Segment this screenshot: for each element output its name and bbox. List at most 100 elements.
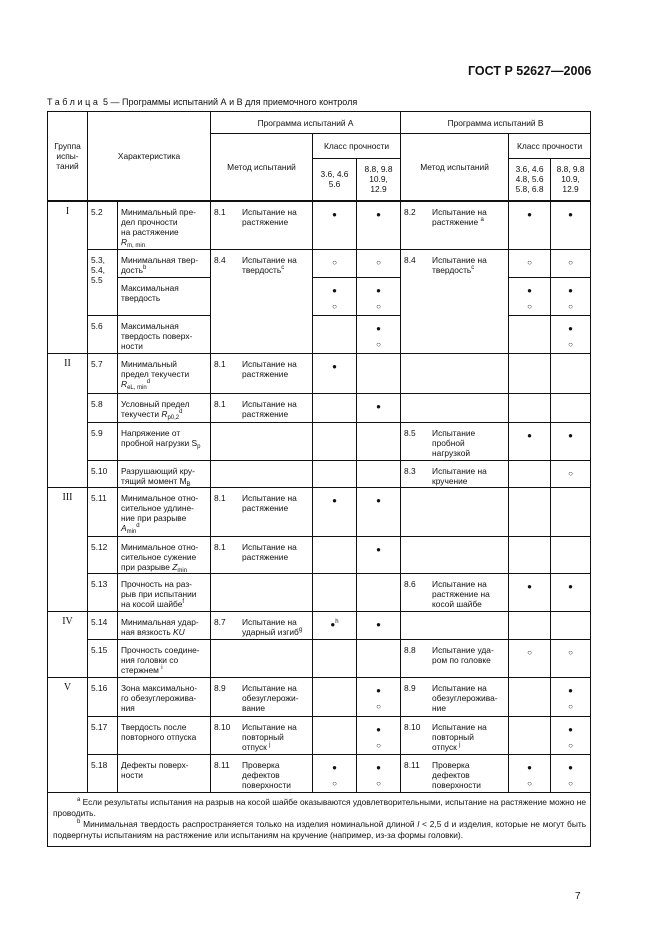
table-row: 5.8 Условный предел текучести Rp0,2d 8.1 Ис…: [48, 393, 592, 423]
filled-dot-mark: ●: [568, 582, 573, 591]
method-name: Испытание на ударный изгибg: [242, 617, 303, 637]
method-a-cell: 8.1 Испытание на растяжение: [210, 393, 314, 423]
method-b-cell: [400, 487, 510, 537]
class-b1-mark: [508, 487, 552, 537]
characteristic-code: 5.7: [87, 353, 118, 394]
filled-dot-mark: ●: [332, 496, 337, 505]
header-program-b: Программа испытаний В: [400, 111, 592, 134]
filled-dot-mark: ●: [376, 209, 381, 219]
characteristic-code: 5.11: [87, 487, 118, 537]
method-a-cell: 8.11 Проверка дефектов поверхности: [210, 754, 314, 793]
class-a2-mark: ● ○: [356, 677, 402, 717]
class-b1-mark: ●: [508, 422, 552, 461]
filled-dot-mark: ●: [332, 763, 337, 772]
filled-dot-mark: ●: [376, 620, 381, 629]
test-programs-table: Группа испы- таний Характеристика Програ…: [46, 111, 592, 847]
class-a1-mark: ●: [312, 487, 358, 537]
method-b-cell: 8.9 Испытание на обезуглерожива- ние: [400, 677, 510, 717]
method-code: 8.10: [214, 722, 231, 732]
class-b1-mark: ○: [508, 639, 552, 678]
class-b1-mark: ○: [508, 249, 552, 278]
class-a2-mark: [356, 460, 402, 488]
page-number: 7: [575, 891, 581, 902]
method-code: 8.9: [404, 683, 416, 693]
filled-dot-mark: ●: [568, 286, 573, 295]
open-circle-mark: ○: [376, 702, 381, 711]
document-code: ГОСТ Р 52627—2006: [468, 64, 592, 78]
open-circle-mark: ○: [527, 302, 532, 311]
open-circle-mark: ○: [568, 340, 573, 349]
method-code: 8.1: [214, 359, 226, 369]
header-group: Группа испы- таний: [47, 111, 88, 202]
method-code: 8.8: [404, 645, 416, 655]
class-a1-mark: [312, 573, 358, 612]
characteristic-code: 5.14: [87, 611, 118, 640]
open-circle-mark: ○: [568, 741, 573, 750]
method-a-cell: 8.9 Испытание на обезуглерожи- вание: [210, 677, 314, 717]
filled-dot-mark: ●: [527, 582, 532, 591]
method-code: 8.7: [214, 617, 226, 627]
characteristic-code: 5.9: [87, 422, 118, 461]
method-b-cell: 8.10 Испытание на повторный отпуск j: [400, 716, 510, 755]
method-code: 8.11: [404, 760, 420, 770]
filled-dot-mark: ●: [376, 402, 381, 411]
class-a1-mark: [312, 716, 358, 755]
filled-dot-mark: ●: [527, 763, 532, 772]
method-a-cell: [210, 460, 314, 488]
characteristic-code: 5.8: [87, 393, 118, 423]
method-code: 8.5: [404, 428, 416, 438]
filled-dot-mark: ●: [568, 209, 573, 219]
characteristic-name: Минимальный пре- дел прочности на растяж…: [116, 200, 212, 250]
method-a-cell: 8.1 Испытание на растяжение: [210, 536, 314, 574]
filled-dot-mark: ●: [376, 686, 381, 695]
filled-dot-mark: ●: [527, 431, 532, 440]
method-code: 8.2: [404, 206, 416, 217]
class-b2-mark: [550, 393, 592, 423]
header-class-a2: 8.8, 9.8 10.9, 12.9: [356, 158, 402, 202]
method-b-cell: [400, 611, 510, 640]
class-b2-mark: ● ○: [550, 315, 592, 354]
filled-dot-mark: ●: [376, 545, 381, 554]
table-row: 5.17 Твердость после повторного отпуска 8.…: [48, 716, 592, 755]
table-row: V 5.16 Зона максимально- го обезуглерожива…: [47, 677, 592, 793]
class-b1-mark: [508, 716, 552, 755]
table-row: Максимальная твердость ● ○ ● ○ ● ○ ● ○: [48, 277, 592, 316]
method-b-cell: 8.11 Проверка дефектов поверхности: [400, 754, 510, 793]
class-b2-mark: [550, 536, 592, 574]
method-b-cell: [400, 393, 510, 423]
method-name: Испытание на твердостьc: [242, 255, 297, 275]
class-b1-mark: [508, 460, 552, 488]
method-code: 8.6: [404, 579, 416, 589]
class-a2-mark: ●: [356, 487, 402, 537]
class-b2-mark: [550, 611, 592, 640]
characteristic-name: Дефекты поверх- ности: [116, 754, 212, 793]
method-name: Испытание на растяжение: [242, 359, 297, 379]
class-a1-mark: ●: [312, 200, 358, 250]
class-b2-mark: ●: [550, 422, 592, 461]
characteristic-code: 5.18: [87, 754, 118, 793]
method-code: 8.4: [214, 255, 226, 265]
method-name: Испытание на кручение: [432, 466, 487, 486]
open-circle-mark: ○: [332, 302, 337, 311]
header-class-a1: 3.6, 4.6 5.6: [312, 158, 358, 202]
method-name: Испытание пробной нагрузкой: [432, 428, 476, 458]
method-a-cell: [210, 422, 314, 461]
method-code: 8.1: [214, 206, 226, 217]
characteristic-name: Максимальная твердость: [116, 277, 212, 316]
method-code: 8.4: [404, 255, 416, 265]
class-a2-mark: ● ○: [356, 716, 402, 755]
filled-dot-mark: ●: [376, 725, 381, 734]
class-b1-mark: ● ○: [508, 277, 552, 316]
open-circle-mark: ○: [568, 302, 573, 311]
table-row: 5.13 Прочность на раз- рыв при испытании …: [48, 573, 592, 612]
method-name: Испытание на растяжение на косой шайбе: [432, 579, 490, 609]
open-circle-mark: ○: [568, 648, 573, 657]
class-a1-mark: ●h: [312, 611, 358, 640]
filled-dot-mark: ●: [568, 431, 573, 440]
characteristic-name: Напряжение от пробной нагрузки Sp: [116, 422, 212, 461]
method-a-cell: 8.1 Испытание на растяжение: [210, 200, 314, 250]
method-b-cell: 8.4 Испытание на твердостьc: [400, 249, 510, 354]
table-row: II 5.7 Минимальный предел текучести ReL, m…: [47, 353, 592, 488]
table-row: 5.12 Минимальное отно- сительное сужение …: [48, 536, 592, 574]
filled-dot-mark: ●: [568, 763, 573, 772]
